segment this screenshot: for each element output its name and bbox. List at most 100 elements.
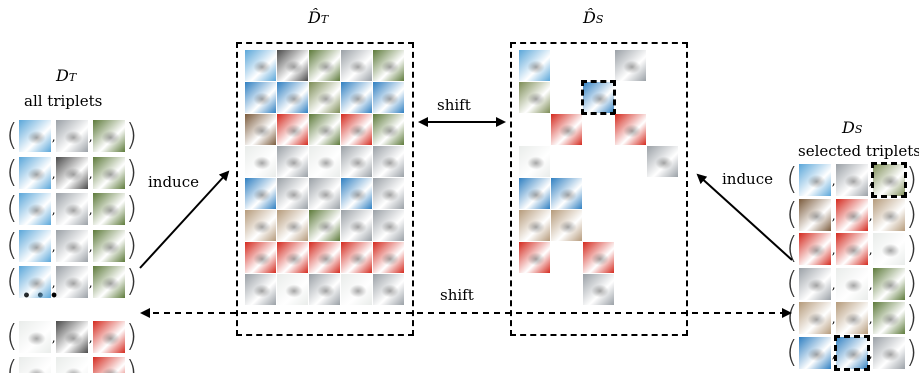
bird-image xyxy=(277,82,308,113)
comma: , xyxy=(831,174,836,188)
bird-image xyxy=(341,146,372,177)
open-paren: ( xyxy=(6,355,18,373)
shift-mid-label: shift xyxy=(437,96,471,114)
bird-image xyxy=(18,357,51,373)
dt-left-label: DT xyxy=(56,66,77,85)
bird-image xyxy=(245,242,276,273)
bird-image xyxy=(798,233,831,265)
close-paren: ) xyxy=(905,231,918,266)
bird-image xyxy=(798,164,831,196)
bird-image xyxy=(581,80,616,115)
bird-image xyxy=(92,357,125,373)
selected-triplets-label: selected triplets xyxy=(798,142,919,160)
bird-image xyxy=(245,274,276,305)
bird-image xyxy=(798,198,831,231)
bird-image xyxy=(373,178,404,209)
bird-image xyxy=(277,146,308,177)
comma: , xyxy=(51,166,56,181)
triplet: (,,) xyxy=(6,318,138,354)
close-paren: ) xyxy=(905,196,918,232)
bird-image xyxy=(309,242,340,273)
all-triplets-label: all triplets xyxy=(24,92,103,110)
induce-left-arrow xyxy=(139,170,230,269)
bird-image xyxy=(647,146,678,177)
comma: , xyxy=(88,330,93,345)
bird-image xyxy=(55,193,88,225)
comma: , xyxy=(868,174,873,188)
bird-image xyxy=(519,242,550,273)
triplet: (,,) xyxy=(6,357,137,373)
bird-image xyxy=(277,50,308,81)
close-paren: ) xyxy=(905,334,918,370)
bird-image xyxy=(18,320,51,353)
bird-image xyxy=(519,210,550,241)
triplet: (,,) xyxy=(786,233,917,265)
close-paren: ) xyxy=(125,264,138,299)
triplet: (,,) xyxy=(6,229,137,262)
bird-image xyxy=(835,198,868,231)
dt-hat-box xyxy=(236,42,414,336)
bird-image xyxy=(583,274,614,305)
comma: , xyxy=(868,277,873,292)
open-paren: ( xyxy=(786,334,798,370)
comma: , xyxy=(88,239,93,254)
triplet: (,,) xyxy=(786,196,918,232)
dt-hat-label: D̂T xyxy=(308,8,329,27)
comma: , xyxy=(831,277,836,292)
comma: , xyxy=(51,130,56,144)
bird-image xyxy=(92,120,125,152)
bird-image xyxy=(18,193,51,225)
comma: , xyxy=(868,312,873,326)
close-paren: ) xyxy=(125,191,138,226)
close-paren: ) xyxy=(905,162,918,197)
bird-image xyxy=(55,266,88,298)
bird-image xyxy=(872,336,905,369)
comma: , xyxy=(51,239,56,254)
comma: , xyxy=(89,359,93,373)
bird-image xyxy=(341,114,372,145)
bird-image xyxy=(245,178,276,209)
bird-image xyxy=(309,178,340,209)
bird-image xyxy=(341,274,372,305)
bird-image xyxy=(798,302,831,334)
bird-image xyxy=(373,210,404,241)
bird-image xyxy=(309,114,340,145)
bird-image xyxy=(519,146,550,177)
bird-image xyxy=(798,336,831,369)
open-paren: ( xyxy=(786,231,798,266)
ds-hat-box xyxy=(510,42,688,336)
bird-image xyxy=(92,156,125,189)
close-paren: ) xyxy=(125,318,138,354)
bird-image xyxy=(615,114,646,145)
close-paren: ) xyxy=(125,118,138,153)
induce-right-label: induce xyxy=(722,170,773,188)
bird-image xyxy=(92,320,125,353)
induce-right-arrow xyxy=(696,173,793,261)
bird-image xyxy=(55,320,88,353)
open-paren: ( xyxy=(6,191,18,226)
bird-image xyxy=(870,162,907,198)
bird-image xyxy=(55,120,88,152)
bird-image xyxy=(519,82,550,113)
bird-image xyxy=(341,178,372,209)
bird-image xyxy=(92,193,125,225)
open-paren: ( xyxy=(6,264,18,299)
open-paren: ( xyxy=(786,196,798,232)
comma: , xyxy=(868,346,873,361)
bird-image xyxy=(519,178,550,209)
ds-hat-label: D̂S xyxy=(583,8,604,27)
bird-image xyxy=(341,210,372,241)
bird-image xyxy=(551,114,582,145)
comma: , xyxy=(831,243,836,257)
comma: , xyxy=(868,243,873,257)
close-paren: ) xyxy=(125,355,138,373)
bird-image xyxy=(277,274,308,305)
bird-image xyxy=(373,50,404,81)
triplet: (,,) xyxy=(6,120,137,152)
bird-image xyxy=(551,178,582,209)
bird-image xyxy=(551,210,582,241)
ds-hat-grid xyxy=(519,50,678,305)
bird-image xyxy=(18,156,51,189)
bird-image xyxy=(277,210,308,241)
comma: , xyxy=(88,166,93,181)
